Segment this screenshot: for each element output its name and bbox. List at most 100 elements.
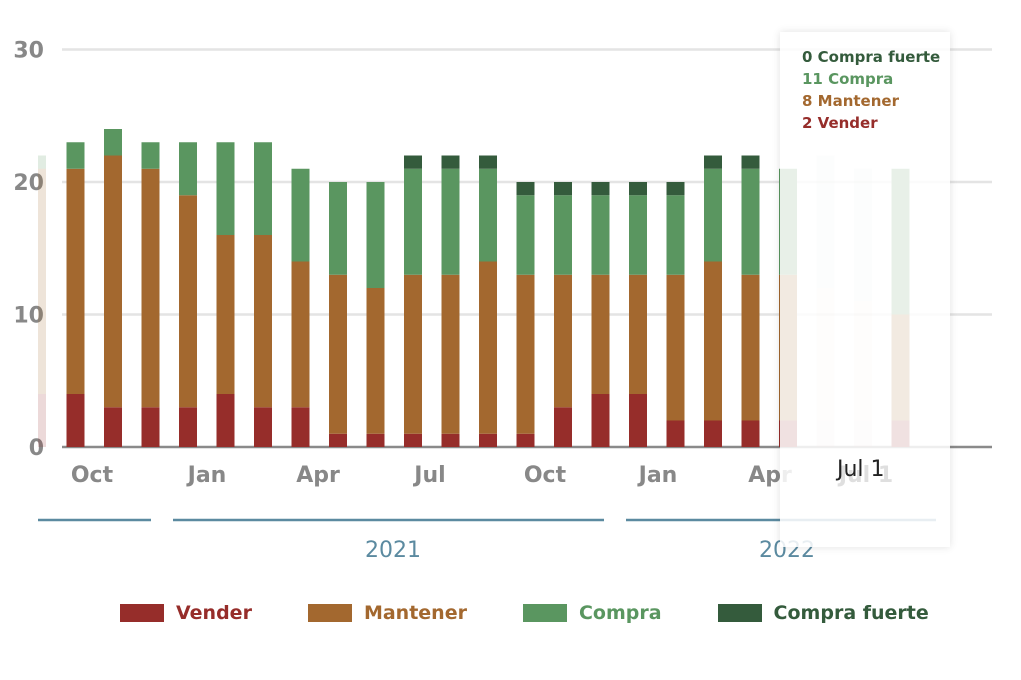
bar-segment-vender [666, 420, 685, 447]
bar-segment-mantener [554, 274, 572, 408]
bar-segment-vender [216, 394, 235, 447]
bar-segment-vender [591, 394, 610, 447]
year-label: 2021 [365, 538, 421, 563]
bar-segment-vender [104, 407, 122, 447]
bar-segment-vender [66, 394, 85, 447]
tooltip-line-vender: 2 Vender [802, 114, 878, 132]
bar-segment-vender [704, 420, 722, 447]
x-tick-label: Apr [296, 463, 340, 488]
bar-segment-compra [404, 168, 422, 275]
legend-swatch-compra-fuerte [717, 604, 762, 622]
bar-segment-mantener [179, 195, 197, 408]
bar-segment-mantener [741, 274, 760, 421]
bar-segment-compra-fuerte [404, 155, 422, 169]
bar-segment-compra [666, 195, 685, 275]
legend-swatch-compra [522, 604, 567, 622]
tooltip-line-compra-fuerte: 0 Compra fuerte [802, 48, 941, 66]
bar-segment-vender [741, 420, 760, 447]
bar-segment-compra-fuerte [704, 155, 722, 169]
bar-segment-vender [291, 407, 310, 447]
legend-label-compra-fuerte: Compra fuerte [773, 602, 929, 624]
bar-segment-compra-fuerte [741, 155, 760, 169]
bar-segment-compra [141, 142, 160, 169]
bar-segment-vender [329, 433, 347, 447]
bar-segment-compra [216, 142, 235, 235]
legend-label-compra: Compra [578, 602, 662, 624]
bar-segment-vender [479, 433, 497, 447]
bar-segment-compra-fuerte [666, 182, 685, 196]
bar-segment-compra [591, 195, 610, 275]
bar-segment-vender [516, 433, 535, 447]
tooltip-date: Jul 1 [837, 457, 885, 482]
legend-swatch-mantener [307, 604, 352, 622]
bar-segment-mantener [629, 274, 647, 394]
tooltip-lines: 0 Compra fuerte 11 Compra 8 Mantener 2 V… [802, 46, 940, 134]
bar-segment-ghost [38, 168, 46, 394]
y-tick-label: 10 [13, 304, 44, 329]
bar-segment-compra-fuerte [516, 182, 535, 196]
bar-segment-vender [366, 433, 385, 447]
bar-segment-vender [554, 407, 572, 447]
bar-segment-compra [291, 168, 310, 262]
bar-segment-mantener [479, 261, 497, 434]
bar-segment-compra [704, 168, 722, 262]
y-tick-label: 0 [29, 436, 44, 461]
bar-segment-compra [741, 168, 760, 275]
bar-segment-vender [441, 433, 460, 447]
bar-segment-mantener [591, 274, 610, 394]
tooltip-panel: 0 Compra fuerte 11 Compra 8 Mantener 2 V… [780, 32, 950, 547]
x-tick-label: Jan [637, 463, 678, 488]
x-tick-label: Oct [71, 463, 114, 488]
legend-label-mantener: Mantener [363, 602, 467, 624]
bar-segment-mantener [216, 235, 235, 394]
bar-segment-compra [629, 195, 647, 275]
tooltip-line-mantener: 8 Mantener [802, 92, 899, 110]
tooltip-line-compra: 11 Compra [802, 70, 894, 88]
bar-segment-compra [366, 182, 385, 288]
bar-segment-compra [554, 195, 572, 275]
bar-segment-compra-fuerte [479, 155, 497, 169]
x-tick-label: Jan [186, 463, 227, 488]
bar-segment-mantener [704, 261, 722, 421]
bar-segment-compra [441, 168, 460, 275]
bar-segment-mantener [329, 274, 347, 434]
bar-segment-compra [66, 142, 85, 169]
bar-segment-vender [141, 407, 160, 447]
bar-segment-ghost [38, 155, 46, 169]
bar-segment-mantener [66, 168, 85, 394]
bar-segment-mantener [366, 288, 385, 434]
bar-segment-vender [254, 407, 272, 447]
bar-segment-mantener [141, 168, 160, 408]
bar-segment-compra [104, 129, 122, 156]
bar-segment-mantener [516, 274, 535, 434]
x-tick-label: Jul [412, 463, 445, 488]
bar-segment-mantener [254, 235, 272, 408]
bar-segment-compra [179, 142, 197, 196]
bar-segment-compra [479, 168, 497, 262]
legend-swatch-vender [120, 604, 164, 622]
bar-segment-compra-fuerte [591, 182, 610, 196]
bar-segment-mantener [666, 274, 685, 421]
bar-segment-vender [629, 394, 647, 447]
bar-segment-compra [329, 182, 347, 275]
chart-legend: Vender Mantener Compra Compra fuerte [120, 602, 985, 624]
y-tick-label: 30 [13, 39, 44, 64]
bar-segment-mantener [404, 274, 422, 434]
legend-item-mantener[interactable]: Mantener [307, 602, 467, 624]
legend-label-vender: Vender [176, 602, 252, 624]
bar-segment-compra-fuerte [629, 182, 647, 196]
bar-segment-vender [179, 407, 197, 447]
y-tick-label: 20 [13, 171, 44, 196]
legend-item-compra[interactable]: Compra [522, 602, 662, 624]
bar-segment-mantener [291, 261, 310, 408]
x-tick-label: Oct [524, 463, 567, 488]
legend-item-compra-fuerte[interactable]: Compra fuerte [717, 602, 929, 624]
legend-item-vender[interactable]: Vender [120, 602, 252, 624]
bar-segment-ghost [38, 394, 46, 447]
bar-segment-vender [404, 433, 422, 447]
bar-segment-mantener [104, 155, 122, 408]
bar-segment-mantener [441, 274, 460, 434]
bar-segment-compra-fuerte [554, 182, 572, 196]
bar-segment-compra [254, 142, 272, 235]
bar-segment-compra-fuerte [441, 155, 460, 169]
